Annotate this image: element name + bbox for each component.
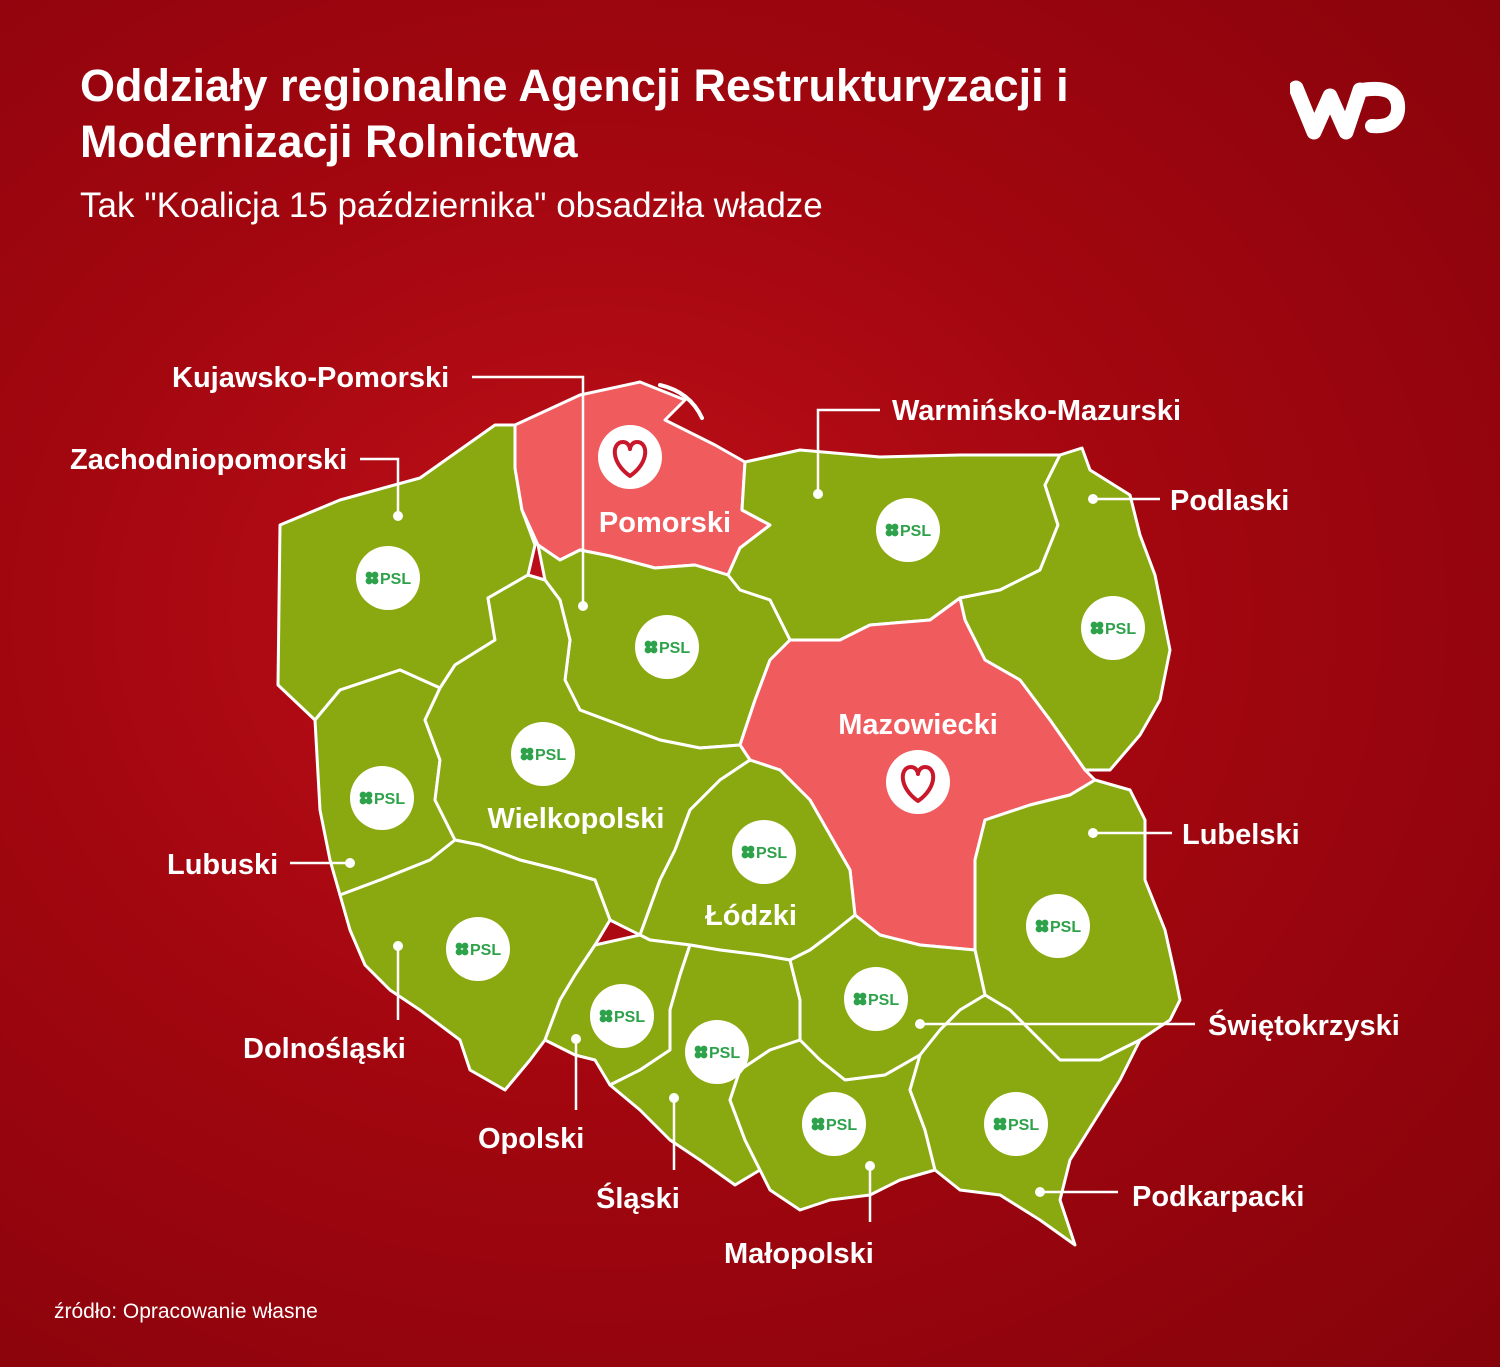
psl-badge: PSL xyxy=(685,1020,749,1084)
clover-icon xyxy=(359,791,373,805)
wp-logo xyxy=(1290,80,1406,140)
region-label-lodzki: Łódzki xyxy=(705,900,797,932)
psl-label: PSL xyxy=(380,571,411,588)
psl-badge: PSL xyxy=(356,546,420,610)
region-label-pomorski: Pomorski xyxy=(599,507,731,539)
psl-label: PSL xyxy=(535,747,566,764)
clover-icon xyxy=(811,1117,825,1131)
clover-icon xyxy=(853,992,867,1006)
clover-icon xyxy=(455,942,469,956)
region-label-swietokrzyski: Świętokrzyski xyxy=(1208,1008,1400,1042)
psl-badge: PSL xyxy=(446,917,510,981)
clover-icon xyxy=(741,845,755,859)
psl-badge: PSL xyxy=(635,615,699,679)
region-label-kujawsko-pomorski: Kujawsko-Pomorski xyxy=(172,362,449,394)
clover-icon xyxy=(694,1045,708,1059)
psl-badge: PSL xyxy=(802,1092,866,1156)
page-subtitle: Tak "Koalicja 15 października" obsadziła… xyxy=(80,186,823,225)
psl-badges: PSL PSL PSL PSL PSL PSL PSL PSL PSL PSL PSL PSL PSL P… xyxy=(350,498,1145,1156)
clover-icon xyxy=(520,747,534,761)
hel-peninsula xyxy=(658,383,704,420)
region-label-malopolski: Małopolski xyxy=(724,1238,874,1270)
psl-label: PSL xyxy=(900,523,931,540)
heart-icon xyxy=(612,440,648,478)
clover-icon xyxy=(644,640,658,654)
psl-label: PSL xyxy=(709,1045,740,1062)
psl-label: PSL xyxy=(826,1117,857,1134)
psl-badge: PSL xyxy=(1081,596,1145,660)
region-label-dolnoslaski: Dolnośląski xyxy=(243,1033,406,1065)
psl-badge: PSL xyxy=(732,820,796,884)
clover-icon xyxy=(1090,621,1104,635)
clover-icon xyxy=(993,1117,1007,1131)
region-label-wielkopolski: Wielkopolski xyxy=(487,803,664,835)
region-label-mazowiecki: Mazowiecki xyxy=(838,709,998,741)
heart-icon xyxy=(900,765,936,803)
clover-icon xyxy=(1035,919,1049,933)
psl-badge: PSL xyxy=(844,967,908,1031)
psl-label: PSL xyxy=(1050,919,1081,936)
psl-badge: PSL xyxy=(984,1092,1048,1156)
region-label-warminsko-mazurski: Warmińsko-Mazurski xyxy=(892,395,1181,427)
psl-badge: PSL xyxy=(876,498,940,562)
psl-label: PSL xyxy=(868,992,899,1009)
psl-label: PSL xyxy=(659,640,690,657)
source-note: źródło: Opracowanie własne xyxy=(54,1300,318,1323)
region-label-opolski: Opolski xyxy=(478,1123,584,1155)
region-label-zachodniopomorski: Zachodniopomorski xyxy=(70,444,347,476)
psl-label: PSL xyxy=(1105,621,1136,638)
clover-icon xyxy=(365,571,379,585)
psl-badge: PSL xyxy=(590,984,654,1048)
psl-label: PSL xyxy=(1008,1117,1039,1134)
region-label-podlaski: Podlaski xyxy=(1170,485,1289,517)
heart-badge-mazowiecki xyxy=(886,750,950,814)
region-label-lubelski: Lubelski xyxy=(1182,819,1300,851)
heart-badge-pomorski xyxy=(598,425,662,489)
psl-label: PSL xyxy=(614,1009,645,1026)
psl-label: PSL xyxy=(756,845,787,862)
psl-badge: PSL xyxy=(1026,894,1090,958)
psl-label: PSL xyxy=(374,791,405,808)
psl-badge: PSL xyxy=(511,722,575,786)
psl-label: PSL xyxy=(470,942,501,959)
region-label-lubuski: Lubuski xyxy=(167,849,278,881)
psl-badge: PSL xyxy=(350,766,414,830)
page-title: Oddziały regionalne Agencji Restrukturyz… xyxy=(80,60,1069,167)
clover-icon xyxy=(599,1009,613,1023)
clover-icon xyxy=(885,523,899,537)
region-label-slaski: Śląski xyxy=(596,1181,680,1215)
region-label-podkarpacki: Podkarpacki xyxy=(1132,1181,1304,1213)
